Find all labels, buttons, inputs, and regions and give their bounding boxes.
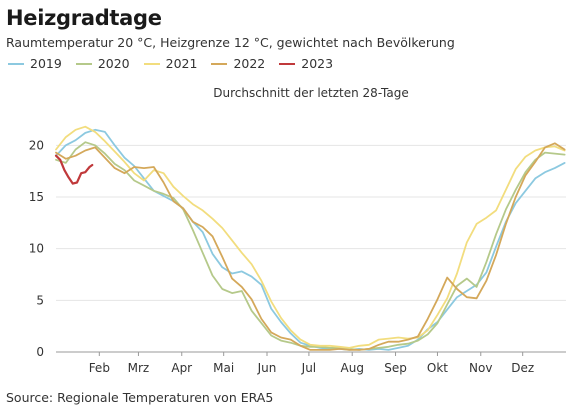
x-tick-label: Feb (89, 361, 110, 375)
legend-swatch (279, 62, 296, 65)
x-tick-label: Dez (511, 361, 534, 375)
x-tick-label: Mrz (128, 361, 150, 375)
legend-swatch (211, 62, 228, 65)
series-line-2022 (55, 142, 566, 351)
y-tick-label: 0 (36, 345, 44, 359)
chart-title: Durchschnitt der letzten 28-Tage (213, 86, 409, 100)
x-tick-label: Nov (469, 361, 492, 375)
legend-label: 2023 (301, 56, 334, 71)
x-tick-label: Aug (341, 361, 364, 375)
legend-label: 2021 (165, 56, 198, 71)
y-tick-label: 15 (29, 190, 44, 204)
x-tick-label: Mai (213, 361, 234, 375)
x-tick-label: Okt (427, 361, 448, 375)
legend-item-2021: 2021 (143, 56, 198, 71)
legend-item-2020: 2020 (75, 56, 130, 71)
chart-legend: 2019 2020 2021 2022 2023 (8, 56, 333, 71)
series-line-2021 (55, 125, 566, 349)
x-tick-label: Jul (301, 361, 316, 375)
legend-item-2022: 2022 (211, 56, 265, 71)
series-line-2020 (55, 141, 566, 351)
page-title: Heizgradtage (6, 6, 162, 30)
legend-item-2019: 2019 (8, 56, 62, 71)
series-line-2023 (54, 154, 94, 185)
legend-item-2023: 2023 (279, 56, 333, 71)
legend-label: 2020 (97, 56, 130, 71)
legend-label: 2019 (30, 56, 62, 71)
legend-label: 2022 (233, 56, 266, 71)
legend-swatch (143, 62, 160, 65)
legend-swatch (75, 62, 92, 65)
y-tick-label: 5 (36, 293, 44, 307)
x-tick-label: Apr (171, 361, 192, 375)
x-tick-label: Jun (257, 361, 277, 375)
legend-swatch (8, 62, 24, 65)
page-subtitle: Raumtemperatur 20 °C, Heizgrenze 12 °C, … (6, 35, 455, 50)
series-line-2019 (55, 128, 566, 351)
y-tick-label: 20 (29, 138, 44, 152)
x-tick-label: Sep (384, 361, 407, 375)
source-note: Source: Regionale Temperaturen von ERA5 (6, 390, 274, 405)
y-tick-label: 10 (29, 242, 44, 256)
